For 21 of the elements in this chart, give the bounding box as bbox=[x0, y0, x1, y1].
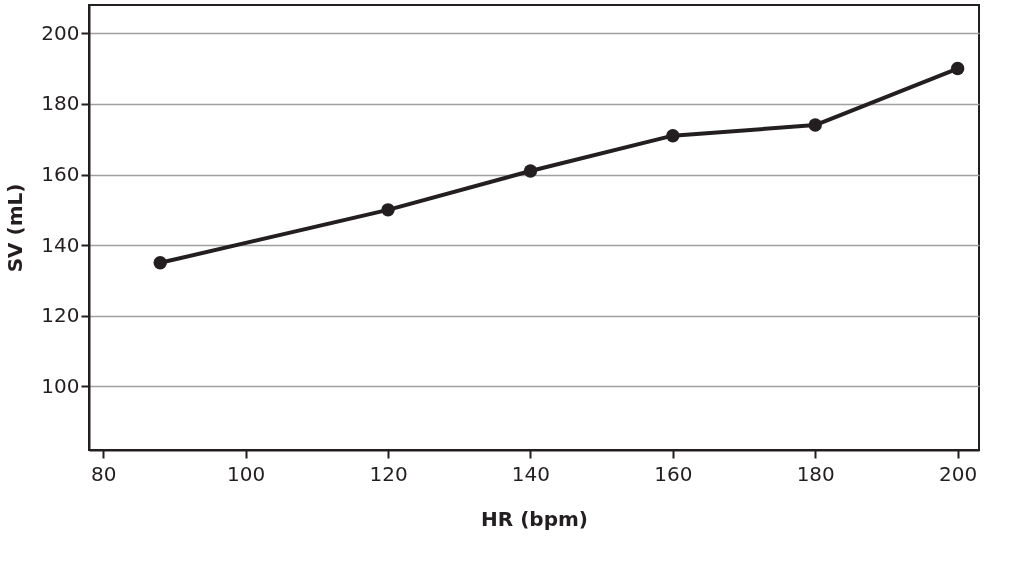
y-tick-label: 120 bbox=[41, 303, 80, 328]
y-tick-label: 140 bbox=[41, 232, 80, 257]
point bbox=[950, 61, 965, 76]
x-tick-label: 80 bbox=[91, 461, 117, 486]
point bbox=[381, 203, 395, 217]
point bbox=[153, 256, 167, 270]
point bbox=[666, 128, 680, 143]
y-tick-label: 100 bbox=[41, 373, 80, 398]
point bbox=[523, 164, 538, 178]
x-tick-label: 120 bbox=[369, 461, 408, 486]
y-tick-label: 180 bbox=[41, 91, 80, 116]
x-tick-label: 180 bbox=[796, 461, 835, 486]
x-tick-label: 140 bbox=[511, 461, 551, 486]
x-axis-title: HR (bpm) bbox=[481, 506, 588, 531]
point bbox=[808, 118, 822, 132]
x-tick-label: 100 bbox=[227, 461, 266, 486]
y-tick-label: 160 bbox=[41, 162, 80, 187]
x-tick-label: 200 bbox=[939, 461, 978, 486]
x-tick-label: 160 bbox=[654, 461, 693, 486]
y-tick-label: 200 bbox=[41, 20, 80, 45]
y-axis-title: SV (mL) bbox=[3, 183, 28, 273]
